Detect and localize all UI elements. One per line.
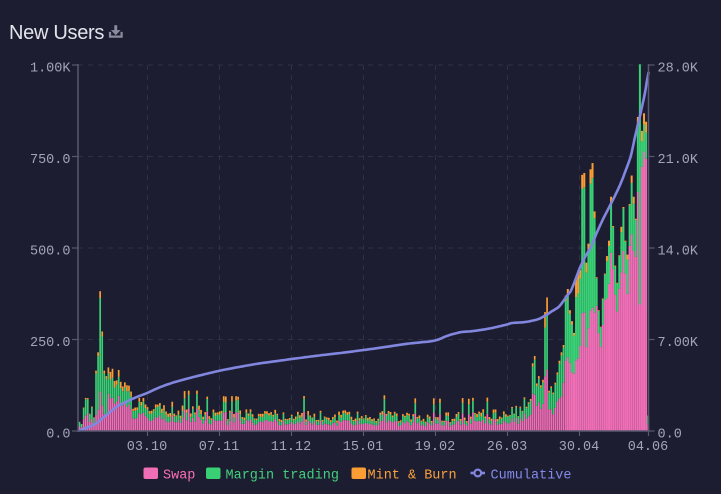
svg-text:15.01: 15.01 bbox=[343, 440, 384, 455]
svg-text:250.0: 250.0 bbox=[30, 336, 71, 351]
svg-text:Swap: Swap bbox=[163, 469, 195, 484]
svg-text:Cumulative: Cumulative bbox=[491, 469, 572, 484]
svg-text:14.0K: 14.0K bbox=[658, 245, 699, 260]
svg-text:03.10: 03.10 bbox=[127, 440, 168, 455]
svg-text:500.0: 500.0 bbox=[30, 245, 71, 260]
svg-text:New Users: New Users bbox=[9, 22, 104, 44]
svg-text:11.12: 11.12 bbox=[271, 440, 312, 455]
svg-text:Mint & Burn: Mint & Burn bbox=[368, 469, 457, 484]
svg-text:0.0: 0.0 bbox=[658, 428, 682, 443]
svg-text:30.04: 30.04 bbox=[559, 440, 600, 455]
svg-text:Margin trading: Margin trading bbox=[226, 469, 339, 484]
svg-text:7.00K: 7.00K bbox=[658, 336, 699, 351]
svg-text:1.00K: 1.00K bbox=[30, 62, 71, 77]
svg-text:0.0: 0.0 bbox=[46, 428, 70, 443]
svg-text:21.0K: 21.0K bbox=[658, 153, 699, 168]
svg-text:26.03: 26.03 bbox=[487, 440, 528, 455]
svg-text:04.06: 04.06 bbox=[628, 440, 669, 455]
svg-text:07.11: 07.11 bbox=[199, 440, 240, 455]
svg-text:19.02: 19.02 bbox=[415, 440, 456, 455]
svg-text:750.0: 750.0 bbox=[30, 153, 71, 168]
svg-text:28.0K: 28.0K bbox=[658, 62, 699, 77]
